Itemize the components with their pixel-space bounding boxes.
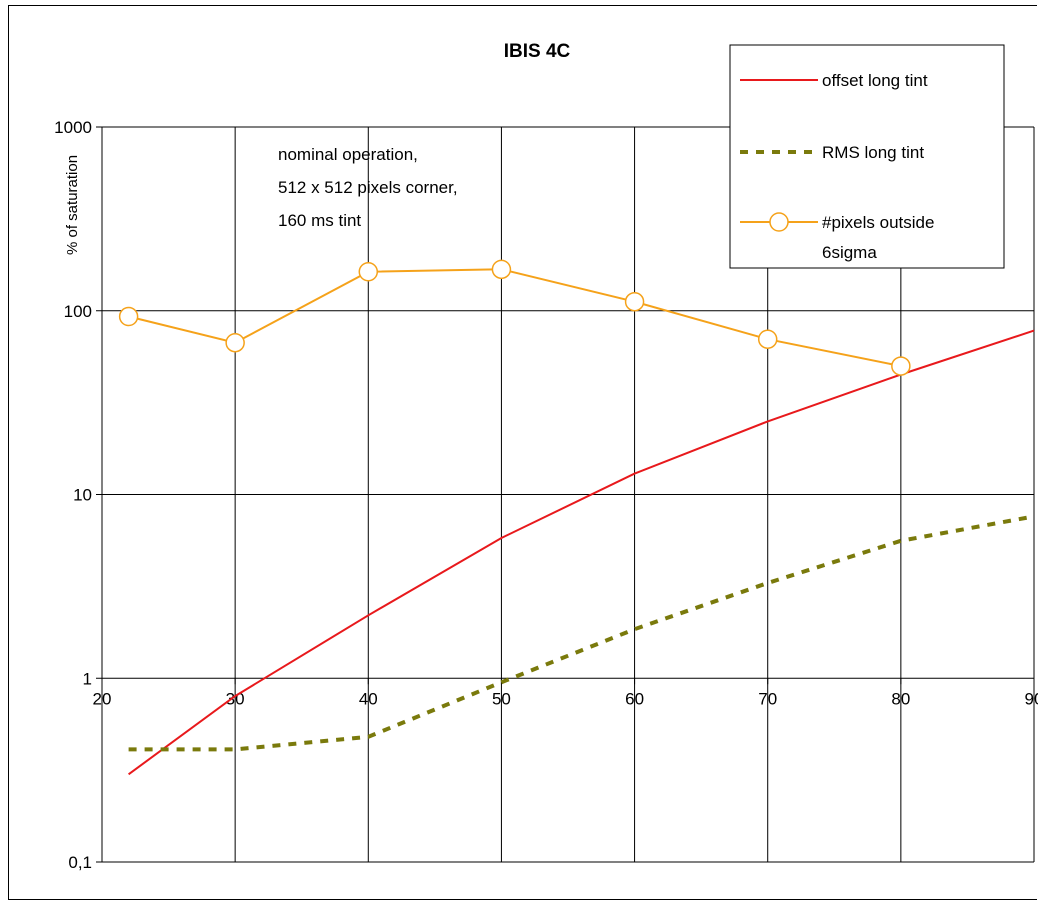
series-2-point-5 xyxy=(757,329,778,349)
legend-label-offset: offset long tint xyxy=(822,71,928,90)
y-tick-label-1: 1 xyxy=(83,669,92,688)
chart-title: IBIS 4C xyxy=(504,41,571,62)
annotation: nominal operation, 512 x 512 pixels corn… xyxy=(278,145,458,230)
legend-marker-pixels xyxy=(769,212,789,232)
series-line-2 xyxy=(128,268,902,368)
legend-label-rms: RMS long tint xyxy=(822,143,924,162)
series-line-0 xyxy=(128,329,1035,776)
series-line-1 xyxy=(128,514,1035,752)
series-2-point-2 xyxy=(358,262,379,282)
x-tick-labels: 2030405060708090 xyxy=(93,678,1038,708)
chart-frame xyxy=(8,5,1037,900)
x-tick-label-0: 20 xyxy=(93,689,112,708)
y-tick-label-3: 100 xyxy=(64,302,92,321)
series-2-point-4 xyxy=(624,291,645,312)
x-tick-label-5: 70 xyxy=(758,689,777,708)
series-2-point-6 xyxy=(891,356,911,376)
x-tick-label-3: 50 xyxy=(492,689,511,708)
series-layer xyxy=(118,259,1035,776)
series-2-point-1 xyxy=(225,332,245,353)
annotation-line-2: 512 x 512 pixels corner, xyxy=(278,178,458,197)
x-tick-label-2: 40 xyxy=(359,689,378,708)
y-tick-labels: 0,1 1 10 100 1000 xyxy=(54,118,102,872)
series-2-point-0 xyxy=(118,306,139,327)
x-tick-label-6: 80 xyxy=(891,689,910,708)
x-tick-label-7: 90 xyxy=(1025,689,1038,708)
x-tick-label-4: 60 xyxy=(625,689,644,708)
y-tick-label-0: 0,1 xyxy=(68,853,92,872)
series-2-point-3 xyxy=(491,259,512,280)
annotation-line-1: nominal operation, xyxy=(278,145,418,164)
legend-label-pixels-line1: #pixels outside xyxy=(822,213,934,232)
annotation-line-3: 160 ms tint xyxy=(278,211,361,230)
legend-label-pixels-line2: 6sigma xyxy=(822,243,877,262)
legend: offset long tint RMS long tint #pixels o… xyxy=(729,44,1005,269)
y-axis-label: % of saturation xyxy=(64,155,81,255)
y-tick-label-4: 1000 xyxy=(54,118,92,137)
y-tick-label-2: 10 xyxy=(73,486,92,505)
